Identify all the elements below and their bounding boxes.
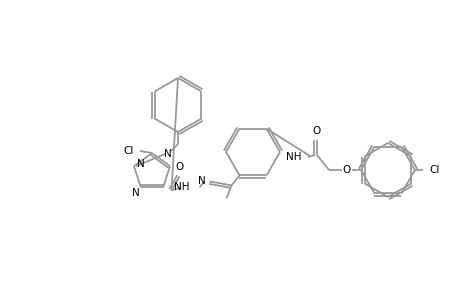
Text: NH: NH	[286, 152, 302, 162]
Text: O: O	[175, 162, 183, 172]
Text: Cl: Cl	[428, 165, 438, 175]
Text: N: N	[164, 149, 172, 159]
Text: O: O	[342, 165, 350, 175]
Text: Cl: Cl	[123, 146, 134, 156]
Text: O: O	[312, 126, 320, 136]
Text: NH: NH	[174, 182, 189, 192]
Text: N: N	[197, 176, 205, 186]
Text: N: N	[137, 159, 145, 169]
Text: N: N	[132, 188, 140, 198]
